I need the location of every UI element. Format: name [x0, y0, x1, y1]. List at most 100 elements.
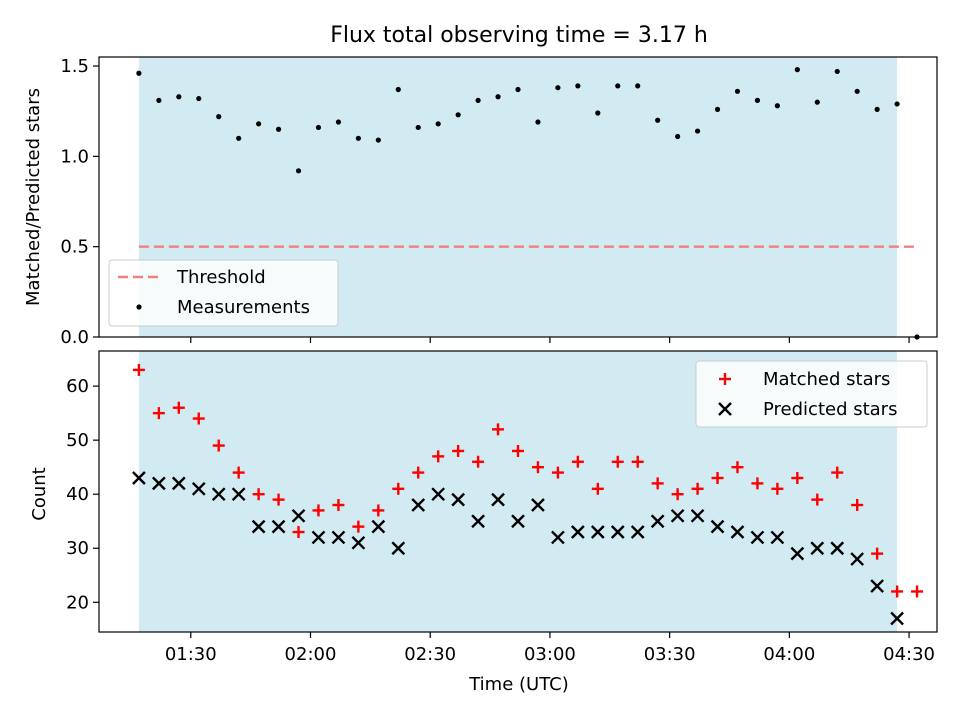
predicted-stars-point	[491, 492, 505, 507]
x-tick-label: 03:00	[524, 644, 576, 665]
measurements-point	[475, 97, 481, 103]
matched-stars-point	[551, 466, 564, 479]
matched-stars-point	[671, 488, 684, 501]
matched-stars-point	[132, 363, 145, 376]
matched-stars-point	[691, 482, 704, 495]
measurements-point	[635, 83, 641, 89]
count-y-tick-label: 40	[66, 484, 89, 505]
measurements-point	[355, 135, 361, 141]
count-panel: 20 30 40 50 60 01:30 02:00 02:30 03:00 03:30 04:0…	[29, 350, 938, 695]
cross-stroke-b	[231, 487, 246, 502]
cross-stroke-b	[211, 487, 226, 502]
measurements-point	[874, 106, 880, 112]
measurements-point	[834, 68, 840, 75]
measurements-point	[515, 86, 521, 93]
matched-stars-point	[312, 504, 325, 517]
cross-stroke-b	[491, 492, 505, 507]
x-tick-label: 03:30	[644, 644, 696, 665]
matched-stars-point	[372, 504, 385, 517]
predicted-stars-point	[511, 514, 525, 529]
x-tick-label: 04:30	[883, 644, 935, 665]
predicted-stars-point	[830, 541, 845, 556]
predicted-stars-point	[451, 492, 465, 507]
predicted-stars-point	[211, 487, 226, 502]
predicted-stars-point	[750, 530, 765, 545]
measurements-point	[854, 88, 860, 94]
predicted-stars-point	[630, 525, 645, 539]
measurements-point	[575, 83, 581, 89]
cross-stroke-b	[670, 508, 685, 523]
ratio-y-axis-label: Matched/Predicted stars	[23, 88, 44, 306]
matched-stars-point	[492, 423, 505, 436]
cross-stroke-b	[331, 530, 346, 545]
matched-stars-point	[531, 461, 544, 474]
predicted-stars-point	[171, 476, 186, 491]
matched-stars-point	[232, 466, 245, 479]
measurements-point	[335, 119, 342, 125]
cross-stroke-b	[571, 525, 585, 539]
measurements-point	[295, 168, 302, 174]
matched-stars-point	[591, 482, 604, 495]
predicted-stars-point	[710, 519, 725, 534]
count-legend-box	[695, 360, 928, 428]
predicted-stars-point	[730, 525, 745, 539]
cross-stroke-b	[551, 530, 565, 545]
measurements-point	[694, 128, 701, 134]
predicted-stars-point	[132, 471, 146, 485]
chart-title: Flux total observing time = 3.17 h	[330, 23, 708, 48]
cross-stroke-b	[391, 541, 406, 556]
ratio-y-tick-label: 1.5	[60, 56, 89, 77]
predicted-stars-point	[291, 508, 306, 523]
matched-stars-point	[152, 407, 165, 420]
matched-stars-point	[771, 482, 784, 495]
predicted-stars-point	[411, 498, 426, 512]
ratio-legend: Threshold Measurements	[108, 259, 339, 327]
matched-stars-point	[651, 477, 664, 490]
x-tick-label: 04:00	[763, 644, 815, 665]
predicted-stars-point	[231, 487, 246, 502]
measurements-legend-marker	[136, 304, 142, 310]
measurements-point	[655, 117, 661, 123]
predicted-stars-point	[571, 525, 585, 539]
measurements-point	[395, 86, 401, 93]
cross-stroke-b	[311, 530, 326, 545]
cross-stroke-b	[451, 492, 465, 507]
cross-stroke-b	[531, 498, 545, 512]
cross-stroke-b	[431, 487, 446, 502]
measurements-point	[714, 106, 721, 112]
predicted-stars-point	[690, 508, 705, 523]
cross-stroke-b	[650, 514, 665, 529]
matched-stars-point	[791, 471, 804, 484]
measurements-point	[675, 133, 681, 140]
count-y-tick-label: 50	[66, 430, 89, 451]
ratio-panel: 0.0 0.5 1.0 1.5 Matched/Predicted stars Thr…	[23, 56, 938, 348]
predicted-stars-point	[331, 530, 346, 545]
predicted-stars-point	[870, 579, 884, 593]
predicted-stars-point	[650, 514, 665, 529]
predicted-stars-point	[770, 530, 785, 545]
measurements-point	[216, 114, 222, 120]
matched-stars-point	[731, 461, 744, 474]
cross-stroke-b	[630, 525, 645, 539]
cross-stroke-b	[790, 546, 805, 561]
count-y-tick-label: 20	[66, 592, 89, 613]
measurements-point	[814, 99, 820, 105]
cross-stroke-b	[271, 519, 286, 534]
cross-stroke-b	[830, 541, 845, 556]
predicted-stars-point	[471, 514, 485, 529]
predicted-stars-point	[391, 541, 406, 556]
count-y-tick-label: 30	[66, 538, 89, 559]
measurements-legend-label: Measurements	[177, 297, 310, 318]
cross-stroke-b	[511, 514, 525, 529]
cross-stroke-b	[750, 530, 765, 545]
matched-legend-label: Matched stars	[763, 369, 890, 390]
predicted-stars-point	[371, 519, 386, 534]
cross-stroke-b	[850, 552, 865, 566]
threshold-legend-label: Threshold	[176, 267, 266, 288]
predicted-legend-label: Predicted stars	[763, 399, 897, 420]
matched-stars-point	[512, 444, 524, 457]
measurements-point	[595, 110, 601, 116]
predicted-stars-point	[670, 508, 685, 523]
ratio-y-tick-label: 0.5	[60, 237, 89, 258]
